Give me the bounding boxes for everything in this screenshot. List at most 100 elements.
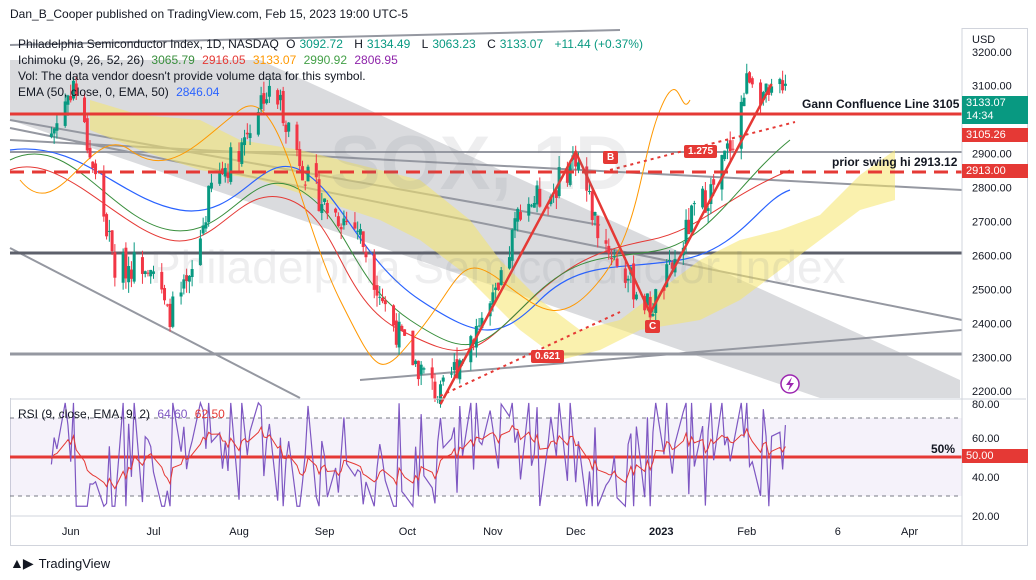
ema-50-line <box>9 148 791 331</box>
ema-label[interactable]: EMA (50, close, 0, EMA, 50) <box>18 85 169 99</box>
candle-body <box>438 384 442 405</box>
symbol-title[interactable]: Philadelphia Semiconductor Index, 1D, NA… <box>18 37 279 51</box>
candle-body <box>353 222 357 229</box>
ichimoku-chikou <box>19 89 691 365</box>
candle-body <box>265 99 269 104</box>
price-tick-label: 2200.00 <box>972 386 1012 398</box>
candle-body <box>209 182 213 189</box>
abc-pattern-line <box>439 83 773 405</box>
candle-body <box>129 269 133 279</box>
candle-body <box>687 219 691 235</box>
candle-body <box>414 360 418 364</box>
rsi-ma-line <box>50 424 786 490</box>
candle-body <box>745 73 749 94</box>
candle-body <box>240 142 244 164</box>
candle-body <box>52 128 56 134</box>
candle-body <box>452 362 456 371</box>
time-tick-label: Sep <box>315 526 335 538</box>
candle-body <box>160 271 164 290</box>
price-tick-label: 3100.00 <box>972 81 1012 93</box>
candle-body <box>262 93 266 104</box>
time-tick-label: Nov <box>483 526 503 538</box>
candle-body <box>422 368 426 370</box>
candle-body <box>574 151 578 167</box>
candle-body <box>626 278 630 281</box>
candle-body <box>281 90 285 124</box>
candle-body <box>394 320 398 345</box>
rsi-label[interactable]: RSI (9, close, EMA, 9, 2) <box>18 407 151 421</box>
candle-body <box>634 294 638 300</box>
candle-body <box>140 257 144 274</box>
candle-body <box>342 218 346 226</box>
candle-body <box>317 179 321 211</box>
candle-body <box>163 288 167 301</box>
candle-body <box>516 208 520 222</box>
candle-body <box>69 95 73 101</box>
tradingview-logo-icon[interactable]: ▲▶ <box>10 555 34 571</box>
candle-body <box>494 287 498 291</box>
candle-body <box>510 229 514 261</box>
ichimoku-v2: 2916.05 <box>202 53 246 67</box>
candle-body <box>596 215 600 239</box>
candle-body <box>430 367 434 379</box>
h-label: H <box>354 37 363 51</box>
tradingview-brand[interactable]: TradingView <box>38 556 111 571</box>
vol-message: Vol: The data vendor doesn't provide vol… <box>18 69 366 83</box>
ohlc-h: H 3134.49 <box>354 37 414 51</box>
candles <box>49 63 787 408</box>
candle-body <box>124 247 128 279</box>
publish-caption: Dan_B_Cooper published on TradingView.co… <box>10 7 409 21</box>
candle-body <box>287 122 291 132</box>
candle-body <box>256 112 260 135</box>
ichimoku-label[interactable]: Ichimoku (9, 26, 52, 26) <box>18 53 145 67</box>
legend-ema[interactable]: EMA (50, close, 0, EMA, 50) 2846.04 <box>18 84 223 100</box>
price-tick-label: 2500.00 <box>972 284 1012 296</box>
candle-body <box>441 377 445 382</box>
candle-body <box>121 252 125 283</box>
candle-body <box>105 214 109 237</box>
candle-body <box>455 359 459 379</box>
time-tick-label: Feb <box>737 526 756 538</box>
candle-body <box>778 78 782 85</box>
candle-body <box>165 304 169 306</box>
candle-body <box>223 167 227 177</box>
candle-body <box>204 222 208 229</box>
candle-body <box>416 360 420 380</box>
candle-body <box>182 279 186 289</box>
candle-body <box>358 229 362 235</box>
candle-body <box>499 270 503 285</box>
candle-body <box>185 275 189 282</box>
candle-body <box>259 95 263 110</box>
candle-body <box>739 101 743 149</box>
candle-body <box>701 188 705 208</box>
watermark-name: Philadelphia Semiconductor Index <box>150 241 846 293</box>
legend-vol[interactable]: Vol: The data vendor doesn't provide vol… <box>18 68 370 84</box>
candle-body <box>113 252 117 278</box>
candle-body <box>267 85 271 97</box>
candle-body <box>356 230 360 232</box>
candle-body <box>187 275 191 282</box>
h-value: 3134.49 <box>366 37 411 51</box>
candle-body <box>590 191 594 221</box>
candle-body <box>74 83 78 97</box>
footer[interactable]: ▲▶ TradingView <box>10 555 110 572</box>
candle-body <box>450 373 454 375</box>
candle-body <box>750 78 754 85</box>
lightning-icon[interactable] <box>780 374 800 394</box>
legend-ichimoku[interactable]: Ichimoku (9, 26, 52, 26) 3065.79 2916.05… <box>18 52 402 68</box>
legend-main[interactable]: Philadelphia Semiconductor Index, 1D, NA… <box>18 36 647 52</box>
legend-rsi[interactable]: RSI (9, close, EMA, 9, 2) 64.60 62.50 <box>18 406 229 422</box>
candle-body <box>171 296 175 327</box>
price-tick-label: 2700.00 <box>972 216 1012 228</box>
candle-body <box>107 230 111 232</box>
candle-body <box>764 83 768 93</box>
candle-body <box>229 147 233 182</box>
candle-body <box>759 82 763 105</box>
candle-body <box>336 216 340 227</box>
candle-body <box>168 303 172 328</box>
candle-body <box>587 191 591 193</box>
candle-body <box>535 185 539 205</box>
candle-body <box>615 258 619 267</box>
candle-body <box>132 252 136 282</box>
